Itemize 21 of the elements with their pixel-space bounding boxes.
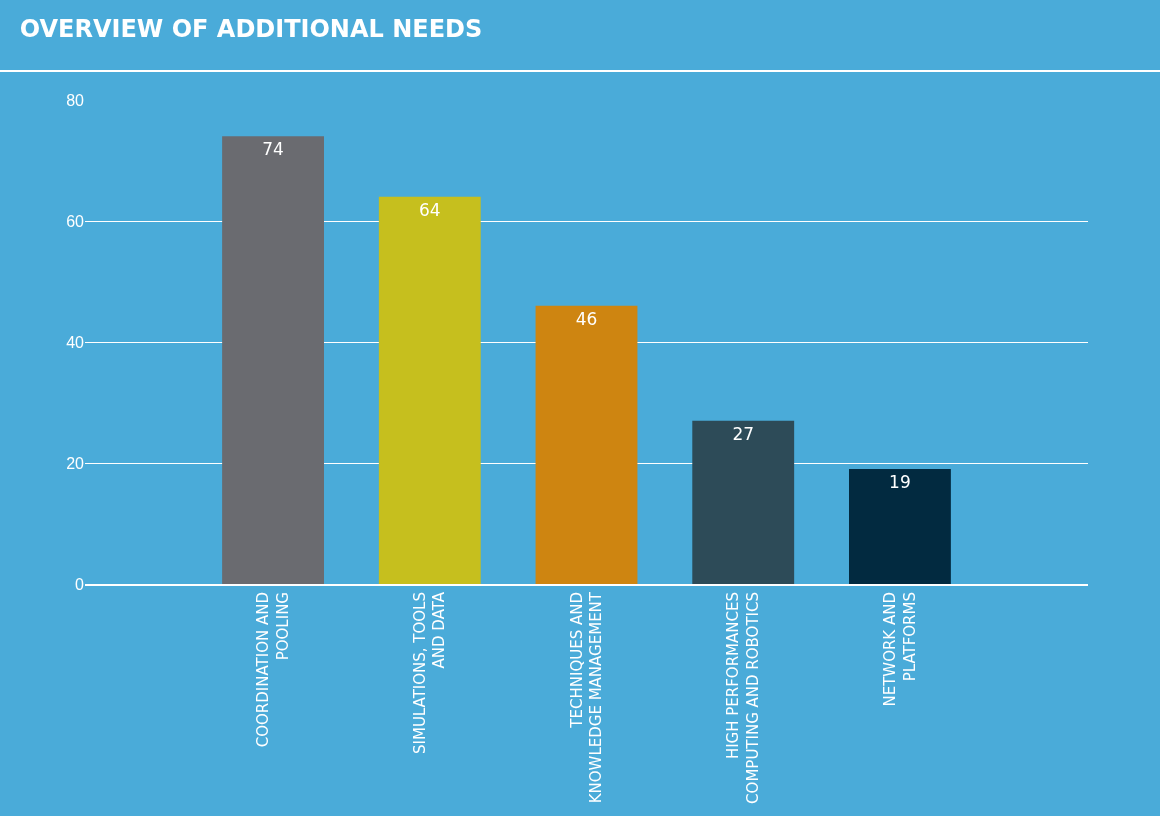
y-tick-label: 0 [75, 575, 85, 593]
x-tick-label: SIMULATIONS, TOOLS AND DATA [410, 591, 449, 754]
data-label: 27 [732, 423, 755, 444]
data-label: 19 [889, 472, 911, 493]
y-tick-label: 40 [66, 333, 85, 351]
data-label: 46 [575, 308, 598, 329]
x-tick-label: NETWORK AND PLATFORMS [881, 592, 919, 707]
bar [535, 305, 638, 584]
bar [378, 196, 481, 584]
y-tick-label: 20 [66, 454, 85, 472]
y-tick-label: 80 [66, 91, 85, 109]
x-tick-label: COORDINATION AND POOLING [254, 592, 292, 748]
bar [692, 420, 795, 584]
y-tick-label: 60 [66, 212, 85, 230]
bar [222, 136, 324, 584]
x-tick-label: TECHNIQUES AND KNOWLEDGE MANAGEMENT [567, 591, 606, 804]
bar [849, 469, 951, 584]
data-label: 74 [262, 139, 284, 160]
data-label: 64 [418, 199, 441, 220]
x-tick-label: HIGH PERFORMANCES COMPUTING AND ROBOTICS [724, 592, 762, 804]
chart-title: OVERVIEW OF ADDITIONAL NEEDS [19, 14, 483, 43]
